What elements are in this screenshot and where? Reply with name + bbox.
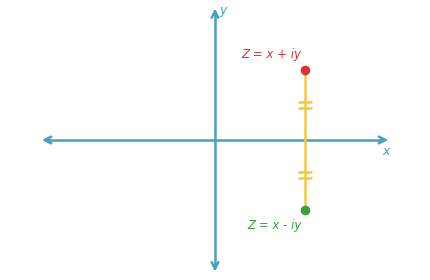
- Text: y: y: [219, 4, 227, 17]
- Text: x: x: [383, 145, 390, 158]
- Point: [301, 67, 308, 72]
- Text: Z = x - iy: Z = x - iy: [247, 219, 301, 232]
- Point: [301, 208, 308, 213]
- Text: Z = x + iy: Z = x + iy: [241, 48, 301, 61]
